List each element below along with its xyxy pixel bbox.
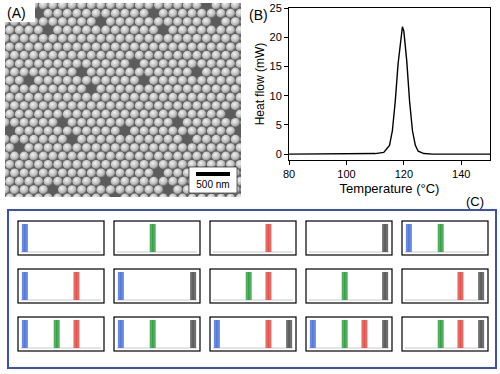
svg-text:120: 120 <box>395 168 413 180</box>
svg-text:Heat flow (mW): Heat flow (mW) <box>253 43 267 126</box>
svg-text:5: 5 <box>276 119 282 131</box>
svg-text:140: 140 <box>452 168 470 180</box>
svg-text:0: 0 <box>276 148 282 160</box>
svg-text:10: 10 <box>270 90 282 102</box>
svg-text:20: 20 <box>270 31 282 43</box>
svg-text:500 nm: 500 nm <box>196 179 229 190</box>
svg-text:100: 100 <box>337 168 355 180</box>
svg-text:15: 15 <box>270 60 282 72</box>
svg-text:25: 25 <box>270 2 282 14</box>
svg-text:(A): (A) <box>7 5 26 21</box>
svg-text:Temperature (°C): Temperature (°C) <box>340 181 440 196</box>
svg-text:(C): (C) <box>466 194 484 209</box>
svg-text:(B): (B) <box>249 7 268 23</box>
svg-text:80: 80 <box>283 168 295 180</box>
